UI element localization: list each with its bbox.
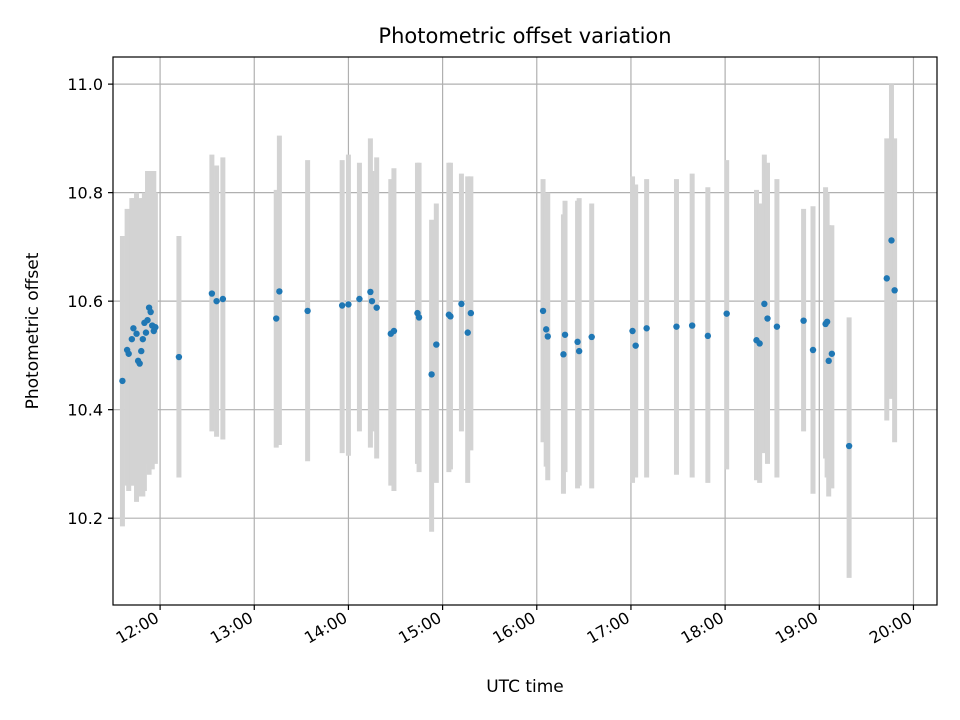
data-point bbox=[152, 324, 159, 331]
data-point bbox=[544, 333, 551, 340]
data-point bbox=[447, 313, 454, 320]
data-point bbox=[561, 331, 569, 338]
y-tick-label: 10.2 bbox=[67, 509, 103, 528]
data-point bbox=[142, 329, 150, 336]
data-point bbox=[888, 237, 895, 244]
data-point bbox=[809, 346, 817, 354]
data-point bbox=[828, 350, 836, 357]
data-point bbox=[368, 297, 376, 305]
data-point bbox=[415, 314, 423, 321]
data-point bbox=[891, 287, 898, 294]
data-point bbox=[539, 307, 547, 315]
data-point bbox=[213, 297, 220, 305]
data-point bbox=[208, 290, 216, 297]
y-tick-label: 10.8 bbox=[67, 184, 103, 203]
data-point bbox=[845, 442, 853, 450]
data-point bbox=[276, 288, 283, 295]
data-point bbox=[575, 347, 583, 355]
data-point bbox=[390, 327, 398, 335]
data-point bbox=[773, 323, 781, 330]
plot-frame bbox=[112, 56, 938, 606]
data-point bbox=[643, 325, 650, 332]
data-point bbox=[219, 295, 227, 303]
data-point bbox=[467, 309, 475, 317]
data-point bbox=[560, 351, 567, 358]
data-point bbox=[632, 342, 639, 349]
data-point bbox=[304, 307, 311, 315]
data-point bbox=[147, 308, 154, 316]
data-point bbox=[345, 301, 352, 308]
data-point bbox=[428, 371, 435, 378]
data-point bbox=[119, 377, 126, 385]
x-axis-label: UTC time bbox=[486, 677, 564, 697]
data-point bbox=[883, 275, 890, 282]
data-point bbox=[823, 318, 831, 325]
data-points bbox=[119, 237, 898, 450]
data-point bbox=[704, 332, 712, 340]
data-point bbox=[673, 323, 680, 330]
data-point bbox=[574, 338, 581, 346]
data-point bbox=[800, 317, 807, 324]
data-point bbox=[125, 350, 132, 357]
data-point bbox=[130, 325, 137, 332]
data-point bbox=[138, 347, 145, 355]
y-axis-label: Photometric offset bbox=[23, 252, 43, 409]
y-tick-label: 10.4 bbox=[67, 401, 103, 420]
data-point bbox=[139, 335, 147, 343]
chart-title: Photometric offset variation bbox=[378, 24, 671, 48]
data-point bbox=[338, 302, 346, 309]
data-point bbox=[542, 326, 550, 333]
data-point bbox=[128, 335, 136, 343]
data-point bbox=[175, 353, 183, 361]
data-point bbox=[367, 288, 374, 296]
data-point bbox=[756, 340, 763, 347]
data-point bbox=[629, 327, 636, 335]
data-point bbox=[761, 300, 768, 308]
data-point bbox=[723, 310, 730, 317]
y-tick-label: 10.6 bbox=[67, 292, 103, 311]
data-point bbox=[433, 341, 440, 348]
data-point bbox=[764, 315, 771, 322]
data-point bbox=[458, 300, 465, 308]
data-point bbox=[688, 322, 696, 329]
data-point bbox=[825, 357, 832, 365]
y-tick-label: 11.0 bbox=[67, 75, 103, 94]
data-point bbox=[273, 315, 280, 322]
data-point bbox=[373, 304, 380, 311]
data-point bbox=[588, 333, 595, 341]
data-point bbox=[356, 295, 363, 303]
data-point bbox=[464, 329, 471, 336]
data-point bbox=[133, 330, 140, 337]
data-point bbox=[136, 360, 143, 367]
data-point bbox=[144, 316, 151, 324]
